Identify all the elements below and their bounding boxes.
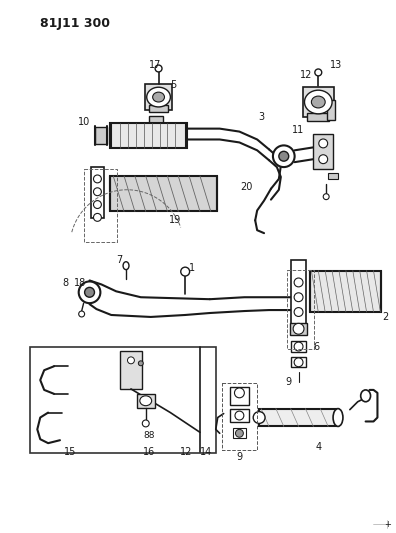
Text: 12: 12 <box>300 70 313 80</box>
Ellipse shape <box>79 281 101 303</box>
Ellipse shape <box>273 146 295 167</box>
Text: 81J11 300: 81J11 300 <box>40 17 110 30</box>
Bar <box>95 127 107 144</box>
Text: 88: 88 <box>143 431 154 440</box>
Text: 15: 15 <box>64 447 76 457</box>
Ellipse shape <box>294 308 303 317</box>
Ellipse shape <box>235 411 244 420</box>
Ellipse shape <box>253 411 265 423</box>
Ellipse shape <box>319 155 327 164</box>
Ellipse shape <box>311 96 325 108</box>
Text: 18: 18 <box>74 278 86 288</box>
Text: 6: 6 <box>313 342 320 352</box>
Ellipse shape <box>152 92 164 102</box>
Ellipse shape <box>93 213 101 221</box>
Bar <box>137 394 154 408</box>
Ellipse shape <box>236 430 244 437</box>
Ellipse shape <box>138 361 143 366</box>
Bar <box>145 84 172 110</box>
Ellipse shape <box>361 390 371 402</box>
Bar <box>310 271 381 312</box>
Ellipse shape <box>93 175 101 183</box>
Ellipse shape <box>142 420 149 427</box>
Ellipse shape <box>319 139 327 148</box>
Text: 19: 19 <box>169 215 181 225</box>
Ellipse shape <box>128 357 134 364</box>
Text: 4: 4 <box>315 442 321 452</box>
Ellipse shape <box>294 293 303 302</box>
Bar <box>328 173 338 180</box>
Ellipse shape <box>155 65 162 72</box>
Ellipse shape <box>293 324 304 334</box>
Text: 9: 9 <box>236 452 242 462</box>
Bar <box>303 87 334 117</box>
Bar <box>291 260 307 329</box>
Bar <box>91 167 104 219</box>
Ellipse shape <box>140 396 152 406</box>
Text: 7: 7 <box>116 255 122 265</box>
Ellipse shape <box>294 278 303 287</box>
Bar <box>290 323 307 335</box>
Ellipse shape <box>123 262 129 270</box>
Bar <box>30 346 216 453</box>
Ellipse shape <box>323 193 329 200</box>
Text: 1: 1 <box>189 263 195 273</box>
Text: 2: 2 <box>382 312 388 322</box>
Ellipse shape <box>93 200 101 208</box>
Text: 9: 9 <box>286 377 292 387</box>
Bar <box>291 341 307 352</box>
Text: 20: 20 <box>240 182 253 192</box>
Bar <box>110 176 217 212</box>
Ellipse shape <box>315 69 322 76</box>
Ellipse shape <box>294 342 303 351</box>
Ellipse shape <box>234 388 244 398</box>
Text: 8: 8 <box>63 278 69 288</box>
Bar <box>327 100 335 120</box>
Bar <box>149 106 168 112</box>
Ellipse shape <box>305 90 332 114</box>
Ellipse shape <box>181 267 190 276</box>
Text: 14: 14 <box>200 447 212 457</box>
Bar <box>232 429 246 438</box>
Ellipse shape <box>294 358 303 367</box>
Ellipse shape <box>79 311 85 317</box>
Bar <box>291 358 307 367</box>
Ellipse shape <box>279 151 289 161</box>
Text: 12: 12 <box>180 447 192 457</box>
Text: 17: 17 <box>149 60 162 69</box>
Bar <box>110 123 187 148</box>
Text: 16: 16 <box>143 447 155 457</box>
Text: 13: 13 <box>330 60 342 69</box>
Text: 11: 11 <box>292 125 305 135</box>
Ellipse shape <box>333 409 343 426</box>
Text: 3: 3 <box>258 112 264 122</box>
Ellipse shape <box>85 287 95 297</box>
Ellipse shape <box>93 188 101 196</box>
Bar <box>84 169 117 242</box>
Bar <box>307 113 329 121</box>
Bar <box>230 409 249 423</box>
Ellipse shape <box>147 87 170 107</box>
Bar <box>222 383 257 450</box>
Bar <box>313 134 333 169</box>
Bar <box>149 116 162 123</box>
Text: 10: 10 <box>78 117 90 127</box>
Text: +: + <box>384 520 391 529</box>
Text: 5: 5 <box>170 80 177 90</box>
Bar <box>120 351 142 389</box>
Bar <box>230 387 249 405</box>
Bar <box>287 270 314 349</box>
Bar <box>259 409 338 426</box>
